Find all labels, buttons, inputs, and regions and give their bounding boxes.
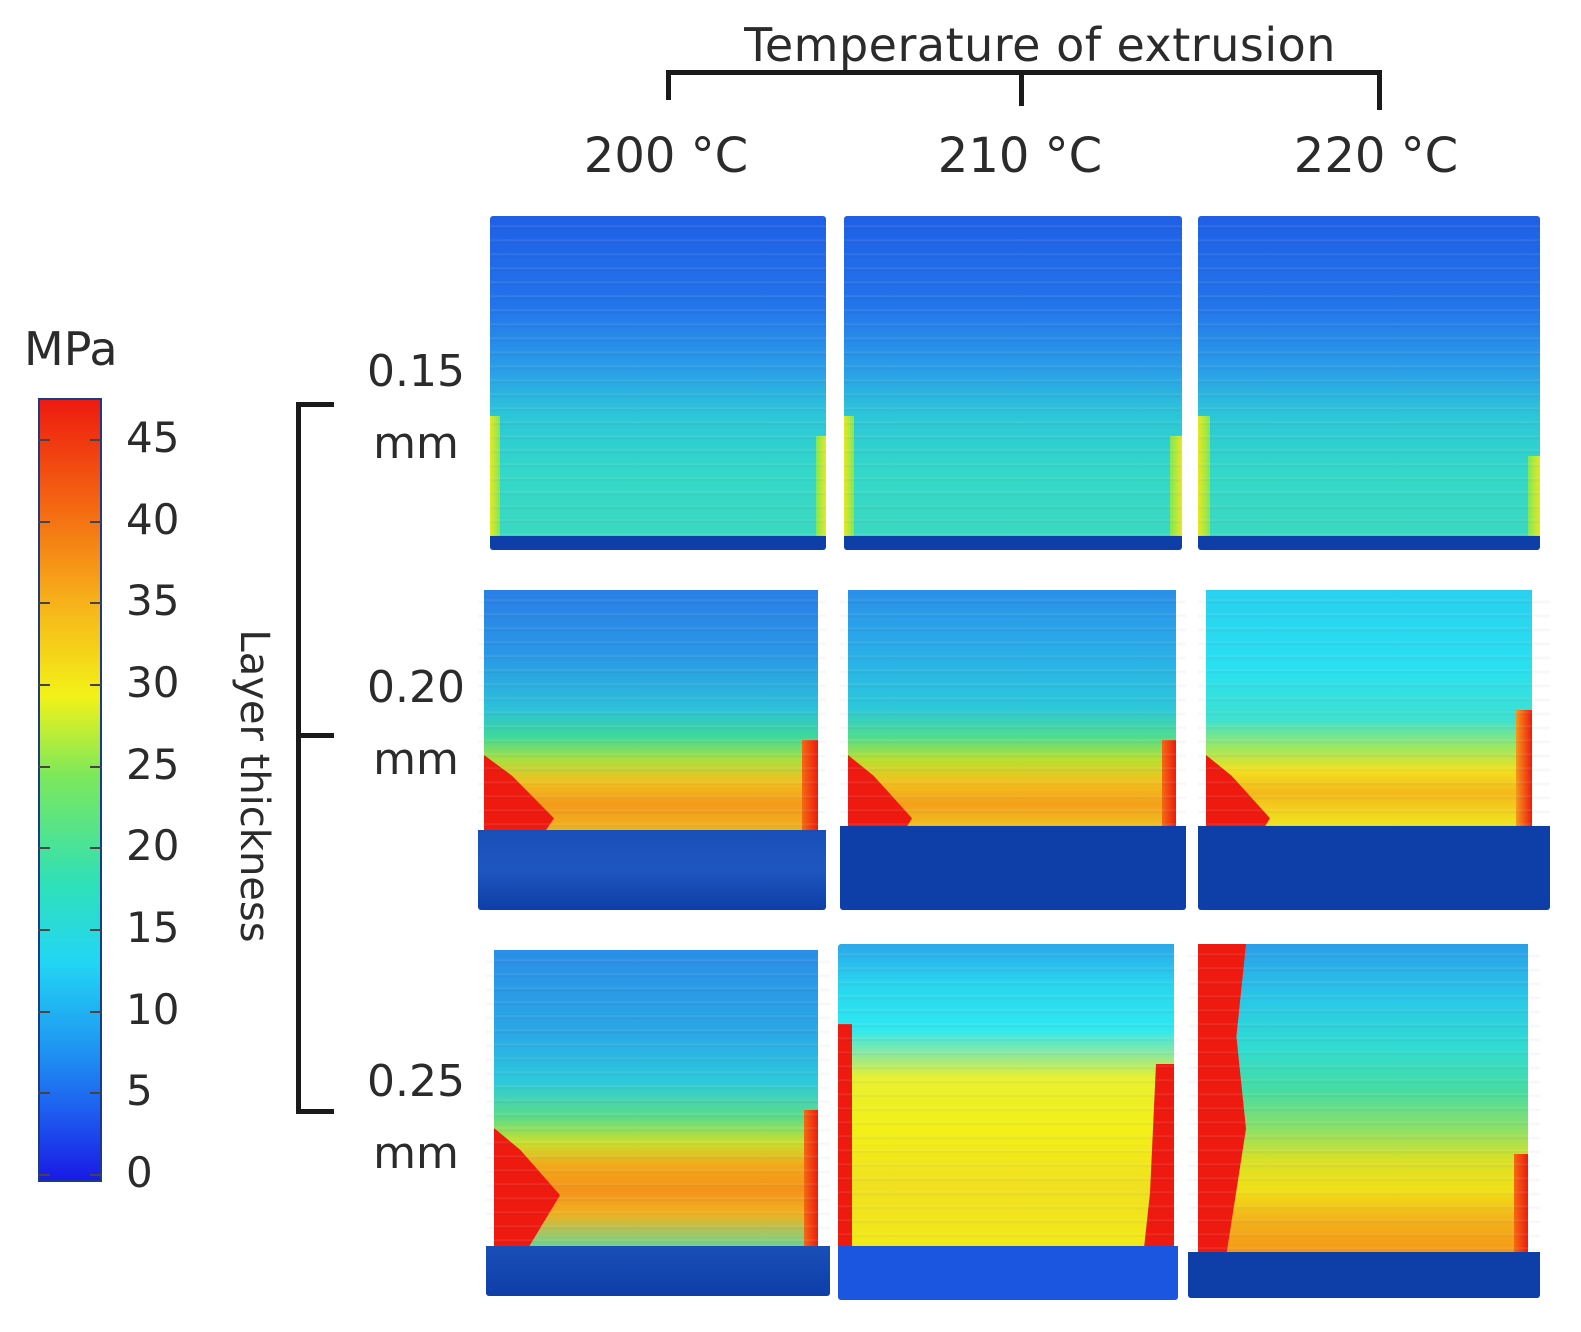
stress-map-015-200 <box>490 216 826 550</box>
colorbar-tick-mark <box>38 684 50 686</box>
colorbar-tick-mark <box>90 765 102 768</box>
column-bracket-tick <box>666 70 671 100</box>
colorbar-tick-mark <box>38 847 50 850</box>
colorbar-tick-mark <box>90 1010 102 1013</box>
column-label-220: 220 °C <box>1293 128 1459 184</box>
colorbar <box>38 398 102 1182</box>
column-label-210: 210 °C <box>937 128 1103 184</box>
colorbar-tick-label: 35 <box>126 576 180 626</box>
row-unit: mm <box>373 1128 459 1179</box>
row-value: 0.20 <box>367 662 465 713</box>
row-label-020: 0.20 mm <box>356 652 476 796</box>
colorbar-tick-label: 25 <box>126 739 180 789</box>
row-axis-title: Layer thickness <box>231 629 277 943</box>
colorbar-tick-mark <box>38 520 50 523</box>
stress-map-020-220 <box>1198 590 1550 910</box>
colorbar-tick-mark <box>38 1092 50 1095</box>
colorbar-tick-mark <box>90 684 102 686</box>
stress-map-020-200 <box>478 590 826 910</box>
row-unit: mm <box>373 418 459 469</box>
colorbar-tick-mark <box>90 1174 102 1176</box>
stress-map-015-220 <box>1198 216 1540 550</box>
colorbar-tick-mark <box>38 602 50 605</box>
colorbar-tick-mark <box>38 439 50 441</box>
colorbar-tick-mark <box>38 1010 50 1013</box>
colorbar-tick-label: 40 <box>126 494 180 544</box>
column-bracket-tick <box>1019 70 1024 106</box>
colorbar-tick-label: 5 <box>126 1066 153 1116</box>
stress-map-025-220 <box>1188 944 1540 1298</box>
colorbar-tick-mark <box>90 929 102 931</box>
row-bracket-tick <box>296 733 334 738</box>
column-bracket <box>666 70 1382 75</box>
row-bracket <box>296 402 301 1114</box>
stress-map-020-210 <box>840 590 1186 910</box>
row-value: 0.25 <box>367 1056 465 1107</box>
colorbar-tick-label: 10 <box>126 984 180 1034</box>
colorbar-tick-mark <box>38 929 50 931</box>
colorbar-tick-mark <box>38 1174 50 1176</box>
colorbar-tick-label: 30 <box>126 658 180 707</box>
row-unit: mm <box>373 734 459 785</box>
colorbar-tick-mark <box>90 1092 102 1095</box>
row-value: 0.15 <box>367 346 465 397</box>
stress-map-025-200 <box>486 950 830 1296</box>
colorbar-tick-label: 0 <box>126 1148 153 1197</box>
row-label-025: 0.25 mm <box>356 1046 476 1190</box>
colorbar-unit: MPa <box>24 322 118 376</box>
colorbar-tick-label: 45 <box>126 413 180 462</box>
row-bracket-tick <box>296 402 334 407</box>
colorbar-tick-mark <box>90 602 102 605</box>
column-bracket-tick <box>1377 70 1382 110</box>
row-bracket-tick <box>296 1109 334 1114</box>
colorbar-tick-label: 20 <box>126 821 180 871</box>
colorbar-tick-mark <box>38 765 50 768</box>
colorbar-tick-mark <box>90 847 102 850</box>
colorbar-tick-mark <box>90 520 102 523</box>
colorbar-tick-label: 15 <box>126 903 180 952</box>
colorbar-tick-mark <box>90 439 102 441</box>
column-axis-title: Temperature of extrusion <box>744 18 1336 72</box>
row-label-015: 0.15 mm <box>356 336 476 480</box>
column-label-200: 200 °C <box>583 128 749 184</box>
stress-map-015-210 <box>844 216 1182 550</box>
stress-map-025-210 <box>838 944 1178 1300</box>
